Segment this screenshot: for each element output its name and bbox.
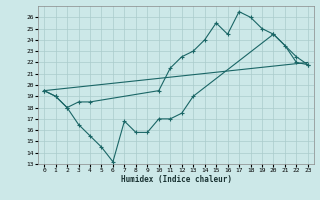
X-axis label: Humidex (Indice chaleur): Humidex (Indice chaleur) (121, 175, 231, 184)
